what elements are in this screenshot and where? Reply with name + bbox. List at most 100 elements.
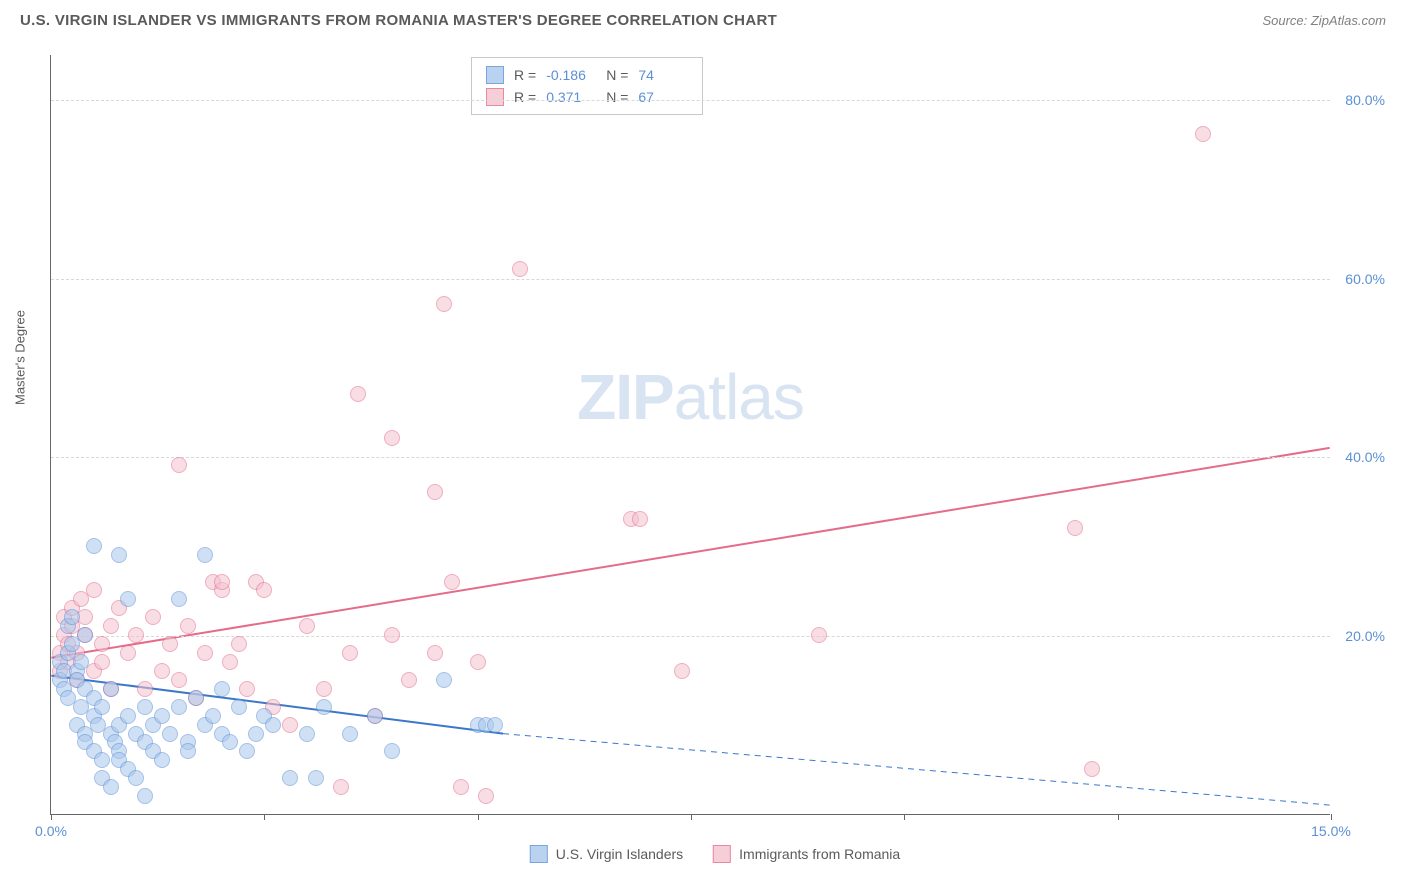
scatter-point [436,296,452,312]
scatter-point [205,708,221,724]
gridline [51,100,1330,101]
scatter-point [120,591,136,607]
scatter-point [342,645,358,661]
bottom-legend: U.S. Virgin Islanders Immigrants from Ro… [530,845,900,863]
scatter-point [103,618,119,634]
scatter-point [197,547,213,563]
legend-label-2: Immigrants from Romania [739,846,900,862]
xtick-mark [904,814,905,820]
scatter-point [77,627,93,643]
xtick-mark [51,814,52,820]
scatter-point [1195,126,1211,142]
scatter-point [427,484,443,500]
r-value-1: -0.186 [546,67,596,83]
scatter-point [94,654,110,670]
scatter-point [171,699,187,715]
y-axis-label: Master's Degree [13,310,28,405]
scatter-point [350,386,366,402]
scatter-point [94,752,110,768]
scatter-point [231,636,247,652]
scatter-point [256,582,272,598]
legend-swatch-1 [530,845,548,863]
scatter-point [333,779,349,795]
scatter-point [86,538,102,554]
legend-swatch-2 [713,845,731,863]
scatter-point [239,681,255,697]
legend-item-2: Immigrants from Romania [713,845,900,863]
scatter-point [1084,761,1100,777]
scatter-point [316,681,332,697]
chart-title: U.S. VIRGIN ISLANDER VS IMMIGRANTS FROM … [20,12,777,29]
scatter-point [384,627,400,643]
scatter-point [308,770,324,786]
scatter-point [103,681,119,697]
scatter-point [811,627,827,643]
scatter-point [231,699,247,715]
scatter-point [120,708,136,724]
scatter-point [171,591,187,607]
scatter-point [674,663,690,679]
scatter-point [180,743,196,759]
scatter-point [299,618,315,634]
scatter-point [94,699,110,715]
xtick-label: 15.0% [1311,823,1351,839]
stats-row-1: R = -0.186 N = 74 [486,64,688,86]
scatter-point [384,430,400,446]
scatter-point [239,743,255,759]
scatter-point [282,770,298,786]
stats-row-2: R = 0.371 N = 67 [486,86,688,108]
ytick-label: 40.0% [1345,449,1385,465]
scatter-point [154,663,170,679]
scatter-point [367,708,383,724]
legend-label-1: U.S. Virgin Islanders [556,846,683,862]
gridline [51,457,1330,458]
scatter-point [162,636,178,652]
scatter-point [111,547,127,563]
scatter-point [1067,520,1083,536]
scatter-point [86,582,102,598]
chart-area: Master's Degree ZIPatlas R = -0.186 N = … [50,55,1380,835]
scatter-point [384,743,400,759]
scatter-point [128,627,144,643]
scatter-point [282,717,298,733]
scatter-point [316,699,332,715]
scatter-point [436,672,452,688]
scatter-point [478,788,494,804]
scatter-plot: ZIPatlas R = -0.186 N = 74 R = 0.371 N =… [50,55,1330,815]
scatter-point [401,672,417,688]
scatter-point [171,672,187,688]
scatter-point [197,645,213,661]
scatter-point [103,779,119,795]
n-value-2: 67 [638,89,688,105]
scatter-point [444,574,460,590]
scatter-point [512,261,528,277]
scatter-point [137,788,153,804]
scatter-point [342,726,358,742]
swatch-series1 [486,66,504,84]
legend-item-1: U.S. Virgin Islanders [530,845,683,863]
n-value-1: 74 [638,67,688,83]
scatter-point [128,770,144,786]
scatter-point [487,717,503,733]
scatter-point [154,752,170,768]
scatter-point [154,708,170,724]
scatter-point [137,699,153,715]
scatter-point [632,511,648,527]
scatter-point [453,779,469,795]
xtick-mark [264,814,265,820]
scatter-point [137,681,153,697]
scatter-point [64,609,80,625]
scatter-point [470,654,486,670]
scatter-point [214,574,230,590]
xtick-mark [478,814,479,820]
stats-box: R = -0.186 N = 74 R = 0.371 N = 67 [471,57,703,115]
scatter-point [162,726,178,742]
scatter-point [73,654,89,670]
swatch-series2 [486,88,504,106]
watermark: ZIPatlas [577,360,804,434]
scatter-point [171,457,187,473]
scatter-point [145,609,161,625]
ytick-label: 60.0% [1345,271,1385,287]
ytick-label: 20.0% [1345,628,1385,644]
scatter-point [222,654,238,670]
